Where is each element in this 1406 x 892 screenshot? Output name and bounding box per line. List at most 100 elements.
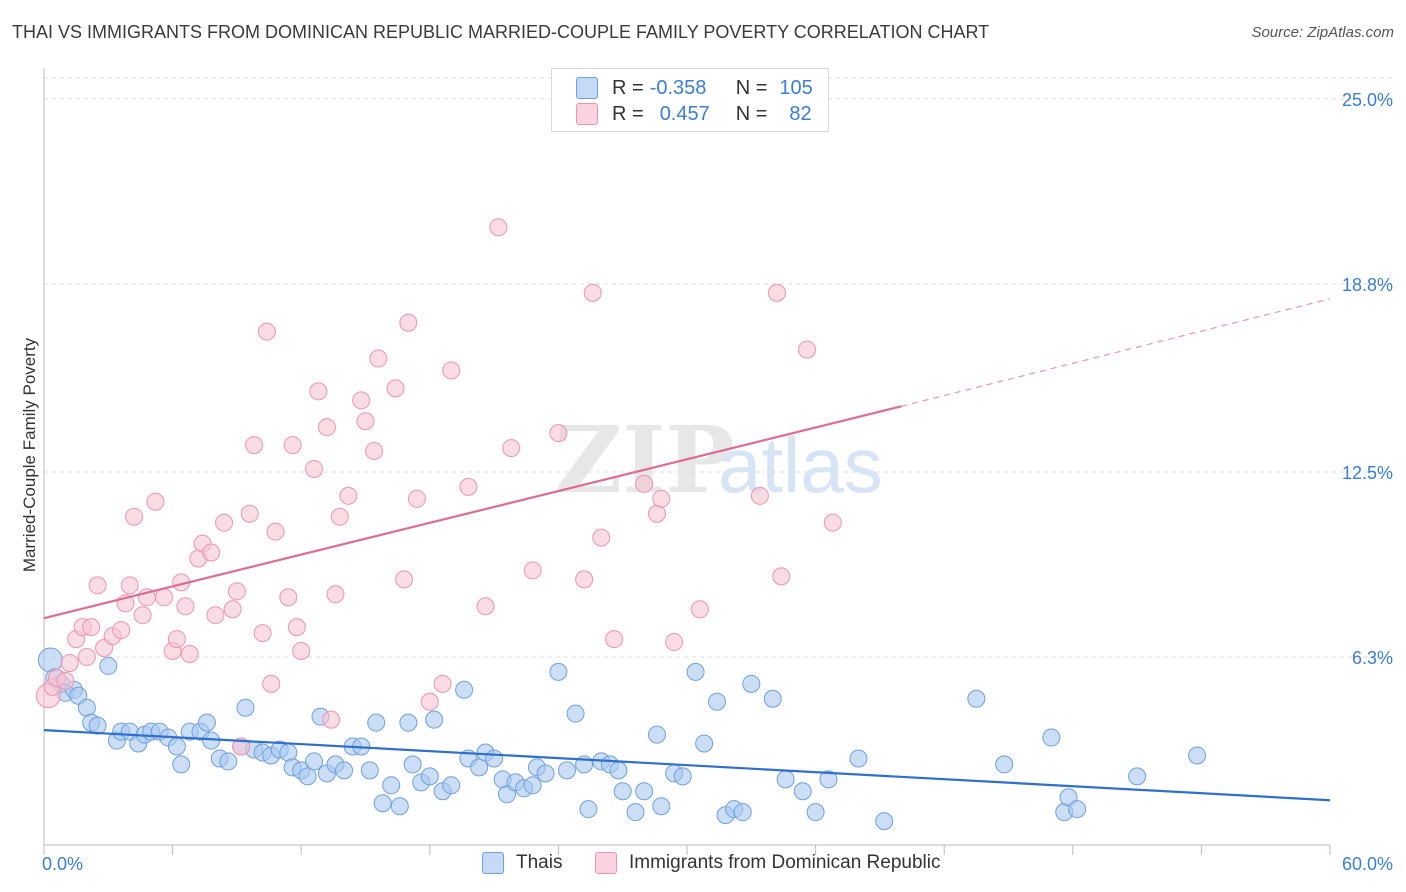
point-dominican	[317, 418, 336, 437]
n-label: N =	[735, 102, 768, 125]
point-thais	[219, 752, 238, 771]
point-thais	[77, 698, 96, 717]
point-dominican	[420, 692, 439, 711]
point-thais	[819, 770, 838, 789]
point-dominican	[459, 477, 478, 496]
point-thais	[626, 803, 645, 822]
point-thais	[420, 767, 439, 786]
legend-swatch-thais	[482, 852, 504, 874]
source-label: Source: ZipAtlas.com	[1251, 24, 1394, 41]
point-dominican	[245, 436, 264, 455]
r-label: R =	[612, 76, 644, 99]
point-dominican	[133, 606, 152, 625]
point-thais	[967, 689, 986, 708]
point-dominican	[305, 459, 324, 478]
point-dominican	[489, 218, 508, 237]
point-dominican	[750, 486, 769, 505]
legend-swatch-dominican	[576, 103, 598, 125]
point-thais	[549, 662, 568, 681]
point-dominican	[309, 382, 328, 401]
y-tick-label: 6.3%	[1352, 648, 1393, 668]
point-thais	[37, 647, 63, 673]
point-thais	[742, 674, 761, 693]
point-thais	[776, 770, 795, 789]
point-thais	[523, 776, 542, 795]
trend-line-dominican	[43, 405, 902, 620]
point-dominican	[476, 597, 495, 616]
point-thais	[305, 752, 324, 771]
legend-swatch-dominican	[595, 852, 617, 874]
point-dominican	[502, 439, 521, 458]
point-thais	[995, 755, 1014, 774]
point-thais	[390, 797, 409, 816]
point-thais	[279, 743, 298, 762]
point-dominican	[352, 391, 371, 410]
point-dominican	[583, 283, 602, 302]
point-dominican	[326, 585, 345, 604]
point-thais	[298, 767, 317, 786]
point-dominican	[395, 570, 414, 589]
point-dominican	[253, 624, 272, 643]
y-tick-label: 12.5%	[1342, 463, 1393, 483]
point-thais	[442, 776, 461, 795]
point-dominican	[605, 630, 624, 649]
point-dominican	[60, 653, 79, 672]
trend-line-thais	[43, 729, 1331, 802]
point-dominican	[592, 528, 611, 547]
point-dominican	[82, 618, 101, 637]
n-value-dominican: 82	[789, 102, 812, 125]
point-dominican	[125, 507, 144, 526]
point-thais	[88, 716, 107, 735]
point-dominican	[167, 630, 186, 649]
point-dominican	[399, 313, 418, 332]
point-dominican	[442, 361, 461, 380]
legend-row-thais: R = -0.358 N = 105	[576, 76, 813, 100]
point-dominican	[407, 489, 426, 508]
point-dominican	[202, 543, 221, 562]
point-dominican	[77, 647, 96, 666]
point-dominican	[322, 710, 341, 729]
y-tick-label: 25.0%	[1342, 90, 1393, 110]
point-dominican	[665, 633, 684, 652]
point-dominican	[339, 486, 358, 505]
point-thais	[1188, 746, 1207, 765]
point-thais	[485, 749, 504, 768]
chart-title: THAI VS IMMIGRANTS FROM DOMINICAN REPUBL…	[12, 22, 990, 42]
point-thais	[647, 725, 666, 744]
point-thais	[360, 761, 379, 780]
n-value-thais: 105	[779, 76, 813, 99]
point-dominican	[575, 570, 594, 589]
point-thais	[609, 761, 628, 780]
point-thais	[1128, 767, 1147, 786]
legend-label-dominican: Immigrants from Dominican Republic	[629, 852, 941, 873]
point-thais	[172, 755, 191, 774]
point-thais	[1042, 728, 1061, 747]
point-dominican	[652, 489, 671, 508]
watermark-zip: ZIP	[555, 406, 734, 514]
point-dominican	[330, 507, 349, 526]
legend-swatch-thais	[576, 77, 598, 99]
watermark-atlas: atlas	[718, 421, 883, 509]
point-dominican	[798, 340, 817, 359]
point-thais	[708, 692, 727, 711]
point-dominican	[112, 621, 131, 640]
point-dominican	[266, 522, 285, 541]
point-dominican	[176, 597, 195, 616]
point-dominican	[223, 600, 242, 619]
point-dominican	[257, 322, 276, 341]
legend-label-thais: Thais	[516, 852, 563, 873]
x-tick-label: 60.0%	[1342, 854, 1393, 874]
point-thais	[557, 761, 576, 780]
trend-line-dashed-dominican	[901, 298, 1331, 407]
point-dominican	[287, 618, 306, 637]
point-thais	[536, 764, 555, 783]
point-thais	[1068, 800, 1087, 819]
y-axis-label: Married-Couple Family Poverty	[20, 337, 39, 573]
point-dominican	[155, 588, 174, 607]
point-dominican	[146, 492, 165, 511]
point-thais	[367, 713, 386, 732]
point-dominican	[180, 644, 199, 663]
point-thais	[382, 776, 401, 795]
point-thais	[793, 782, 812, 801]
point-thais	[733, 803, 752, 822]
